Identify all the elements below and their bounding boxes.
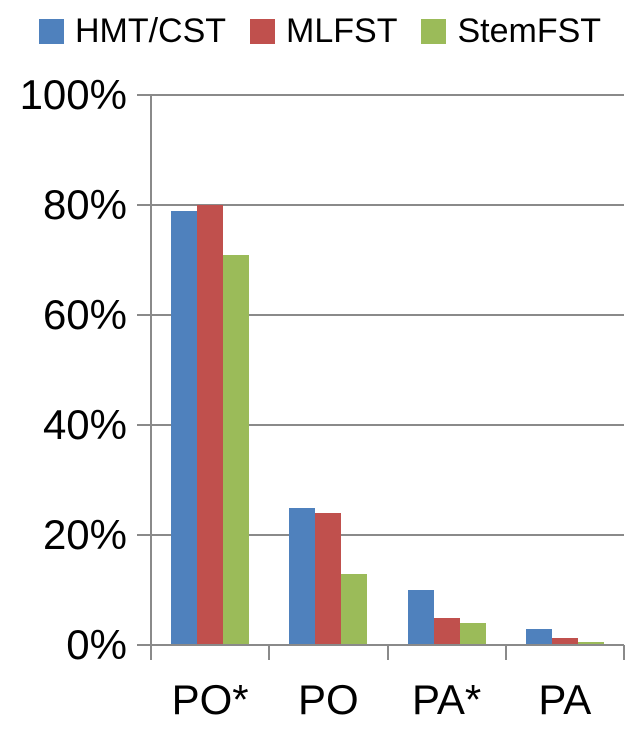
bar xyxy=(315,513,342,645)
y-axis-tick-label: 100% xyxy=(19,71,127,118)
x-axis-tick xyxy=(623,645,625,660)
x-axis-label: PA xyxy=(538,676,592,723)
bar xyxy=(289,507,316,645)
x-axis-tick xyxy=(268,645,271,660)
x-axis-label: PO xyxy=(298,676,359,723)
gridline xyxy=(137,94,624,96)
legend-swatch-hmt-cst xyxy=(38,18,64,44)
bar xyxy=(197,205,224,645)
legend-label-hmt-cst: HMT/CST xyxy=(74,12,227,50)
y-axis-tick-label: 40% xyxy=(42,401,127,448)
bar xyxy=(433,617,460,645)
gridline xyxy=(137,534,624,536)
bar xyxy=(407,590,434,645)
legend-label-stemfst: StemFST xyxy=(457,12,602,50)
legend-label-mlfst: MLFST xyxy=(286,12,398,50)
legend-item-mlfst: MLFST xyxy=(250,14,397,48)
legend-item-hmt-cst: HMT/CST xyxy=(38,12,227,50)
bar xyxy=(341,573,368,645)
y-axis-line xyxy=(150,95,152,660)
legend-swatch-mlfst xyxy=(250,18,276,44)
gridline xyxy=(137,314,624,316)
x-axis-tick xyxy=(386,645,389,660)
chart-legend: HMT/CST MLFST StemFST xyxy=(0,14,640,48)
bar xyxy=(223,254,250,645)
bar xyxy=(551,637,578,645)
y-axis-tick-label: 20% xyxy=(42,511,127,558)
y-axis-tick-label: 80% xyxy=(42,181,127,228)
x-axis-label: PA* xyxy=(411,676,482,723)
x-axis-label: PO* xyxy=(171,676,249,723)
x-axis-line xyxy=(137,644,624,646)
legend-swatch-stemfst xyxy=(421,18,447,44)
x-axis-tick xyxy=(504,645,507,660)
y-axis-tick-label: 0% xyxy=(66,621,127,668)
bar xyxy=(459,623,486,645)
bar xyxy=(171,210,198,645)
gridline xyxy=(137,424,624,426)
bar xyxy=(577,642,604,645)
bar xyxy=(525,628,552,645)
y-axis-tick-label: 60% xyxy=(42,291,127,338)
gridline xyxy=(137,204,624,206)
legend-item-stemfst: StemFST xyxy=(421,14,601,48)
